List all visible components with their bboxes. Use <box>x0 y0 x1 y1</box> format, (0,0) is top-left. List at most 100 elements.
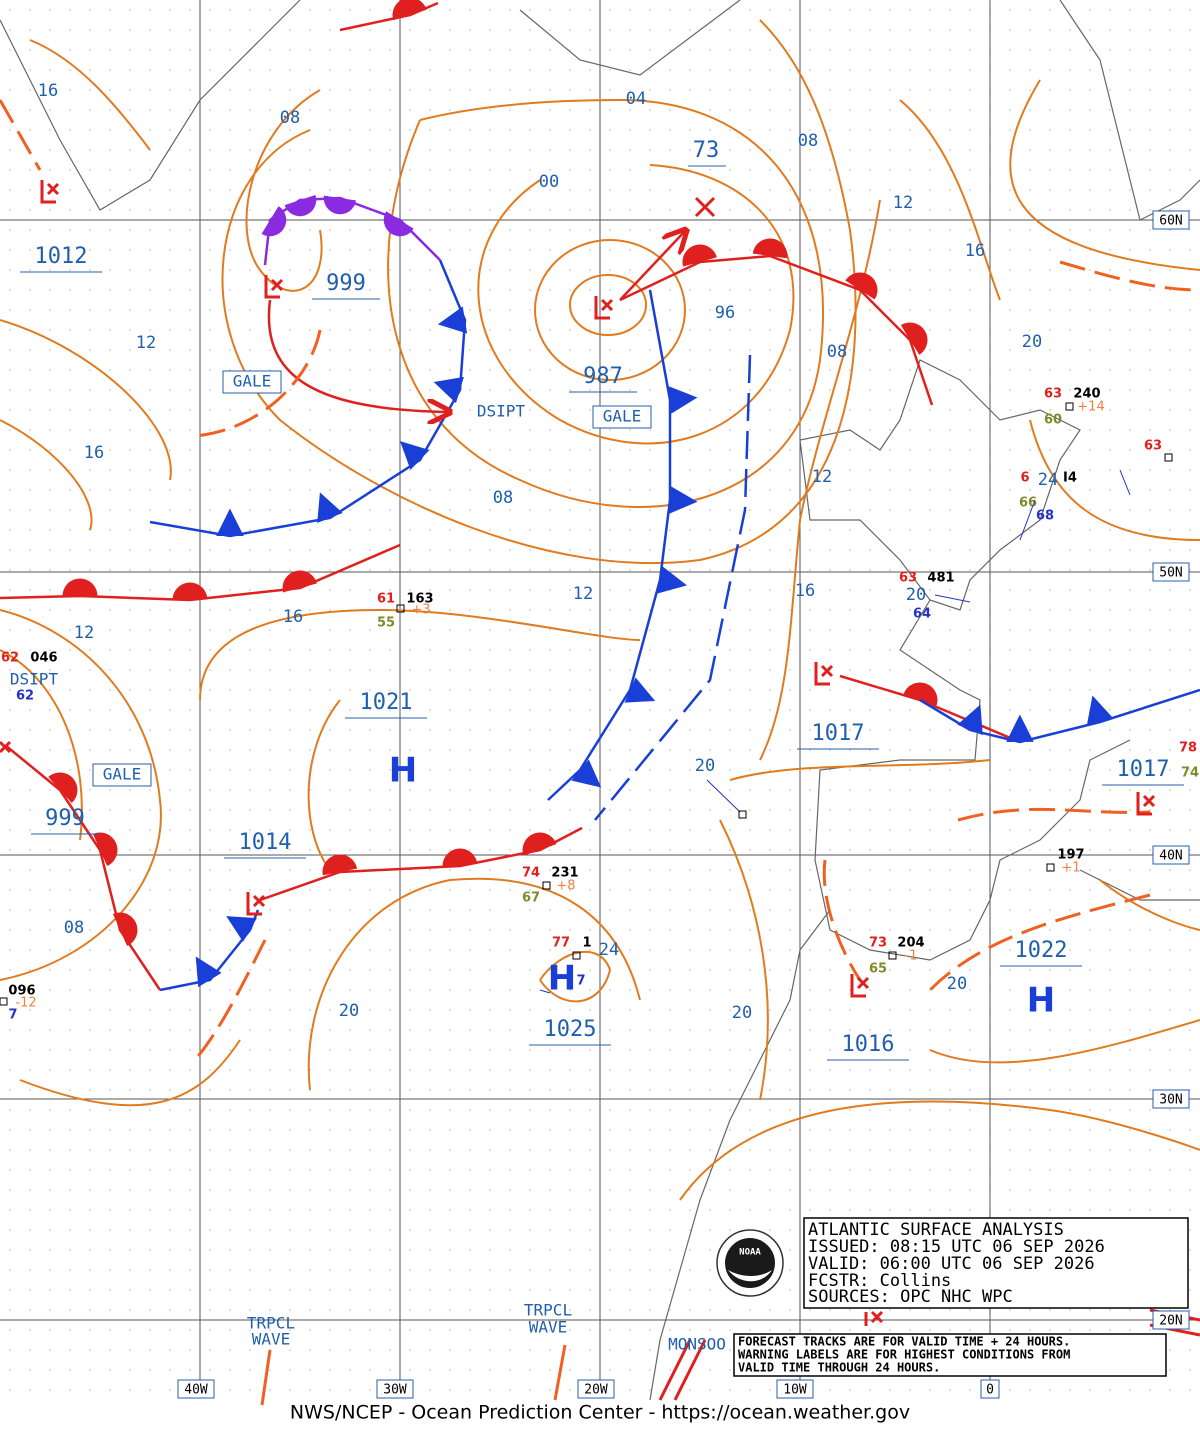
isobar-label: 24 <box>1038 470 1058 490</box>
pressure-center: 999 <box>45 806 85 831</box>
station-value: 74 <box>522 866 540 881</box>
info-line: VALID: 06:00 UTC 06 SEP 2026 <box>808 1254 1095 1274</box>
station-value: I4 <box>1063 471 1077 486</box>
isobar-label: 12 <box>74 623 94 643</box>
isobar-labels: 16 08 04 00 08 12 16 12 96 08 20 16 08 1… <box>38 81 1058 1023</box>
station-value: +1 <box>1061 861 1080 876</box>
station-value: 204 <box>897 936 924 951</box>
isobar-label: 20 <box>947 974 967 994</box>
station-value: 63 <box>1044 387 1062 402</box>
lon-labels: 40W 30W 20W 10W 0 <box>177 1379 1000 1399</box>
station-value: 231 <box>551 866 578 881</box>
station-value: 6 <box>1020 471 1029 486</box>
station-value: 77 <box>552 936 570 951</box>
lat-label: 40N <box>1159 849 1182 864</box>
info-line: ISSUED: 08:15 UTC 06 SEP 2026 <box>808 1237 1105 1257</box>
station-value: 61 <box>377 592 395 607</box>
isobar-label: 16 <box>795 581 815 601</box>
pressure-center: 1025 <box>544 1017 597 1042</box>
isobar-label: 20 <box>732 1003 752 1023</box>
station-value: 63 <box>899 571 917 586</box>
isobar-label: 24 <box>599 940 619 960</box>
station-value: 7 <box>576 974 585 989</box>
isobar-label: 08 <box>280 108 300 128</box>
isobar-label: 20 <box>1022 332 1042 352</box>
isobar-label: 04 <box>626 89 646 109</box>
feature-labels: TRPCL WAVE TRPCL WAVE MONSOO <box>247 1301 726 1354</box>
warning-label: GALE <box>233 372 272 391</box>
note-box: FORECAST TRACKS ARE FOR VALID TIME + 24 … <box>733 1333 1167 1377</box>
high-symbol: H <box>389 751 417 791</box>
lat-label: 50N <box>1159 566 1182 581</box>
station-value: 63 <box>1144 439 1162 454</box>
isobar-label: 16 <box>965 241 985 261</box>
trpcl-wave: WAVE <box>252 1330 291 1349</box>
info-box: ATLANTIC SURFACE ANALYSIS ISSUED: 08:15 … <box>803 1217 1189 1309</box>
lon-label: 20W <box>584 1383 608 1398</box>
pressure-centers: 73 1012 999 987 1021 1017 1017 999 1014 … <box>20 138 1184 1061</box>
coastlines <box>0 0 1200 1401</box>
lon-label: 30W <box>383 1383 407 1398</box>
station-value: 62 <box>16 689 34 704</box>
isobar-label: 00 <box>539 172 559 192</box>
dsipt-label: DSIPT <box>10 670 59 689</box>
pressure-center: 1016 <box>842 1032 895 1057</box>
lon-label: 40W <box>184 1383 208 1398</box>
station-value: -1 <box>905 949 918 964</box>
station-value: 65 <box>869 962 887 977</box>
warning-label: GALE <box>103 765 142 784</box>
monsoon-label: MONSOO <box>668 1335 726 1354</box>
isobar-label: 16 <box>38 81 58 101</box>
isobar-label: 20 <box>339 1001 359 1021</box>
station-value: 64 <box>913 607 931 622</box>
lat-label: 20N <box>1159 1314 1182 1329</box>
station-value: 60 <box>1044 413 1062 428</box>
station-value: 163 <box>406 592 433 607</box>
pressure-center: 987 <box>583 364 623 389</box>
isobar-label: 16 <box>84 443 104 463</box>
station-value: 7 <box>8 1008 17 1023</box>
station-value: 481 <box>927 571 954 586</box>
note-line: WARNING LABELS ARE FOR HIGHEST CONDITION… <box>738 1348 1070 1362</box>
trpcl-wave: WAVE <box>529 1318 568 1337</box>
isobar-label: 96 <box>715 303 735 323</box>
high-symbol: H <box>1027 981 1055 1021</box>
note-line: FORECAST TRACKS ARE FOR VALID TIME + 24 … <box>738 1335 1070 1349</box>
pressure-center: 1012 <box>35 244 88 269</box>
station-value: 096 <box>8 984 35 999</box>
pressure-center: 73 <box>693 138 720 163</box>
trpcl-wave: TRPCL <box>247 1314 295 1333</box>
stations: 61 163 55 +3 74 231 67 +8 77 1 7 63 240 … <box>0 387 1199 1023</box>
lon-label: 10W <box>783 1383 807 1398</box>
station-value: 78 <box>1179 741 1197 756</box>
station-value: 73 <box>869 936 887 951</box>
pressure-center: 1021 <box>360 690 413 715</box>
isobar-label: 12 <box>573 584 593 604</box>
station-value: +3 <box>411 603 430 618</box>
pressure-center: 999 <box>326 271 366 296</box>
station-value: 74 <box>1181 766 1199 781</box>
info-line: SOURCES: OPC NHC WPC <box>808 1287 1013 1307</box>
station-value: 55 <box>377 616 395 631</box>
highs: H H H <box>389 751 1055 1021</box>
isobar-label: 12 <box>893 193 913 213</box>
pressure-center: 1017 <box>1117 757 1170 782</box>
warning-label: GALE <box>603 407 642 426</box>
pressure-center: 1014 <box>239 830 292 855</box>
isobar-label: 20 <box>906 585 926 605</box>
isobar-label: 12 <box>812 467 832 487</box>
pressure-center: 1022 <box>1015 938 1068 963</box>
pressure-center: 1017 <box>812 721 865 746</box>
low-symbols <box>0 180 1156 1326</box>
isobar-label: 20 <box>695 756 715 776</box>
station-value: 67 <box>522 891 540 906</box>
isobar-label: 08 <box>798 131 818 151</box>
note-line: VALID TIME THROUGH 24 HOURS. <box>738 1361 940 1375</box>
isobar-label: 08 <box>493 488 513 508</box>
fronts <box>0 0 1200 1406</box>
lat-labels: 60N 50N 40N 30N 20N <box>1152 210 1190 1330</box>
info-line: ATLANTIC SURFACE ANALYSIS <box>808 1220 1064 1240</box>
station-value: 1 <box>582 936 591 951</box>
